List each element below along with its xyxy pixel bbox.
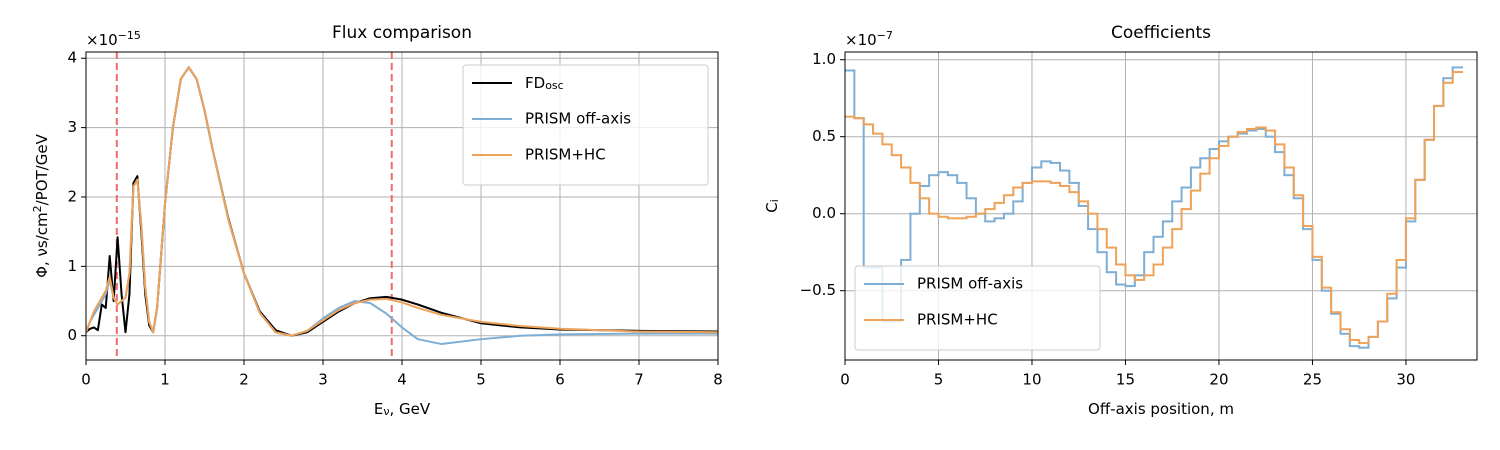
y-axis-label-part: /POT/GeV bbox=[33, 133, 51, 205]
y-tick-label: 0.0 bbox=[812, 204, 836, 222]
offset-text-part: ×10 bbox=[86, 31, 118, 49]
x-axis-label: Off-axis position, m bbox=[1088, 400, 1234, 418]
offset-text: ×10−7 bbox=[845, 29, 893, 49]
offset-text: ×10−15 bbox=[86, 29, 141, 49]
y-tick-label: 2 bbox=[67, 187, 77, 205]
y-tick-label: 3 bbox=[67, 118, 77, 136]
x-axis-label: Eν, GeV bbox=[374, 400, 431, 418]
offset-text-part: −7 bbox=[877, 29, 893, 42]
x-tick-label: 4 bbox=[397, 371, 407, 389]
y-tick-label: 1.0 bbox=[812, 50, 836, 68]
legend-label-part: osc bbox=[545, 79, 564, 92]
y-axis-label-part: Φ, νs/cm bbox=[33, 212, 51, 277]
x-axis-label-part: , GeV bbox=[389, 400, 430, 418]
panel: 0 5 10 15 20 25 30 −0.5 0.0 0.5 1.0 Coefficients ×10… bbox=[763, 23, 1478, 418]
y-tick-label: 0 bbox=[67, 326, 77, 344]
x-tick-label: 5 bbox=[934, 371, 944, 389]
chart-title: Coefficients bbox=[1111, 23, 1211, 43]
x-axis-label-part: Off-axis position, m bbox=[1088, 400, 1234, 418]
y-tick-label: 1 bbox=[67, 257, 77, 275]
x-tick-label: 15 bbox=[1116, 371, 1135, 389]
legend-label: PRISM+HC bbox=[525, 146, 606, 164]
x-tick-label: 0 bbox=[840, 371, 850, 389]
offset-text-part: −15 bbox=[118, 29, 141, 42]
legend-label: PRISM off-axis bbox=[917, 275, 1023, 293]
x-tick-label: 7 bbox=[634, 371, 644, 389]
y-tick-label: 4 bbox=[67, 49, 77, 67]
panel: 0 1 2 3 4 5 6 7 8 0 1 2 3 4 Flux comparison ×10−15 Eν, G… bbox=[31, 23, 723, 418]
axes-frame bbox=[844, 51, 1478, 361]
legend-label-part: FD bbox=[525, 74, 545, 92]
x-tick-label: 30 bbox=[1396, 371, 1415, 389]
x-tick-label: 8 bbox=[713, 371, 723, 389]
x-tick-label: 5 bbox=[476, 371, 486, 389]
legend-frame bbox=[854, 265, 1101, 351]
x-axis-label-part: ν bbox=[383, 405, 389, 418]
legend: FDosc PRISM off-axis PRISM+HC bbox=[462, 64, 709, 186]
x-tick-label: 3 bbox=[318, 371, 328, 389]
legend: PRISM off-axis PRISM+HC bbox=[854, 265, 1101, 351]
x-tick-label: 25 bbox=[1303, 371, 1322, 389]
x-tick-label: 1 bbox=[160, 371, 170, 389]
x-axis-label-part: E bbox=[374, 400, 383, 418]
y-axis-label: Ci bbox=[763, 199, 781, 213]
legend-frame bbox=[462, 64, 709, 186]
series-line bbox=[86, 66, 718, 337]
legend-label: FDosc bbox=[525, 74, 564, 92]
legend-label: PRISM+HC bbox=[917, 311, 998, 329]
x-tick-label: 0 bbox=[81, 371, 91, 389]
x-tick-label: 10 bbox=[1022, 371, 1041, 389]
offset-text-part: ×10 bbox=[845, 31, 877, 49]
y-tick-label: −0.5 bbox=[800, 281, 836, 299]
y-axis-label-part: C bbox=[763, 202, 781, 212]
y-axis-label-part: 2 bbox=[31, 205, 44, 212]
x-tick-label: 2 bbox=[239, 371, 249, 389]
legend-label: PRISM off-axis bbox=[525, 110, 631, 128]
y-axis-label-part: i bbox=[768, 199, 781, 202]
y-axis-label: Φ, νs/cm2/POT/GeV bbox=[31, 133, 51, 277]
y-tick-label: 0.5 bbox=[812, 127, 836, 145]
x-tick-label: 6 bbox=[555, 371, 565, 389]
x-tick-label: 20 bbox=[1209, 371, 1228, 389]
plot-area bbox=[86, 52, 718, 360]
axes-frame bbox=[85, 51, 719, 361]
chart-title: Flux comparison bbox=[332, 23, 472, 43]
